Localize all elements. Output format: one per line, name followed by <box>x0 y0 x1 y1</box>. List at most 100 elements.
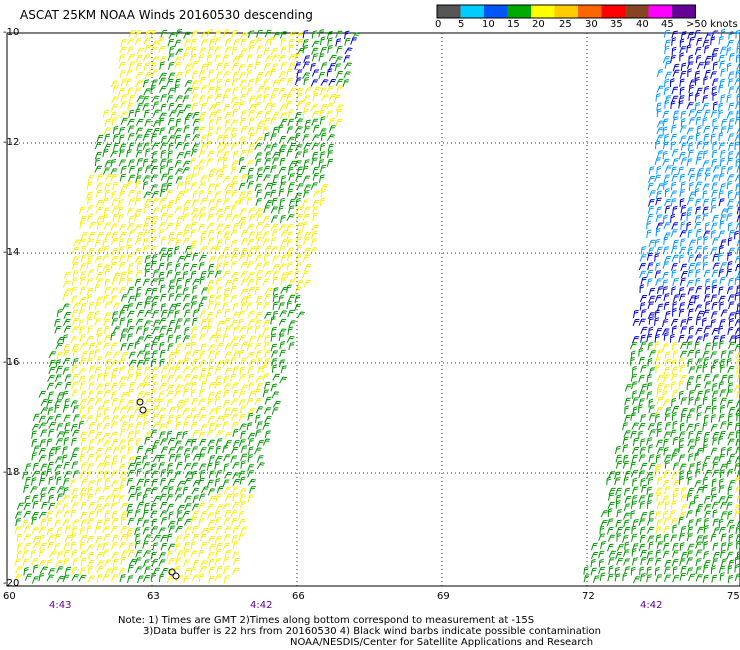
wind-barb <box>222 270 231 279</box>
wind-barb <box>663 180 669 190</box>
wind-barb <box>15 566 23 574</box>
wind-barb <box>270 68 277 77</box>
wind-barb <box>278 124 284 133</box>
wind-barb <box>656 120 665 128</box>
wind-barb <box>177 480 185 488</box>
wind-barb <box>671 373 678 381</box>
wind-barb <box>222 134 229 143</box>
wind-barb <box>735 534 740 542</box>
wind-barb <box>262 364 268 373</box>
wind-barb <box>649 510 655 520</box>
wind-barb <box>31 477 37 486</box>
wind-barb <box>679 38 685 48</box>
wind-barb <box>160 309 168 318</box>
wind-barb <box>207 229 215 238</box>
wind-barb <box>686 335 694 343</box>
wind-barb <box>190 182 198 191</box>
wind-barb <box>718 485 725 494</box>
wind-barb <box>319 197 326 206</box>
wind-barb <box>104 510 111 519</box>
wind-barb <box>128 558 137 566</box>
wind-barb <box>127 469 135 477</box>
wind-barb <box>720 501 728 509</box>
wind-barb <box>72 405 79 414</box>
wind-barb <box>215 334 222 343</box>
wind-barb <box>135 366 142 375</box>
wind-barb <box>182 510 191 518</box>
wind-barb <box>224 407 231 415</box>
wind-barb <box>720 446 726 456</box>
wind-barb <box>25 463 32 472</box>
wind-barb <box>248 382 255 391</box>
wind-barb <box>728 31 734 40</box>
wind-barb <box>120 511 128 520</box>
wind-barb <box>71 549 78 558</box>
wind-barb <box>294 126 303 133</box>
wind-barb <box>712 437 718 446</box>
wind-barb <box>40 493 46 502</box>
wind-barb <box>79 358 87 366</box>
wind-barb <box>624 495 632 504</box>
wind-barb <box>198 463 207 471</box>
wind-barb <box>206 54 213 63</box>
wind-barb <box>94 318 102 326</box>
wind-barb <box>254 263 263 271</box>
wind-barb <box>240 271 248 279</box>
wind-barb <box>208 69 215 78</box>
wind-barb <box>632 437 639 447</box>
wind-barb <box>46 399 53 408</box>
wind-barb <box>183 374 192 382</box>
wind-barb <box>710 110 718 118</box>
wind-barb <box>279 376 288 384</box>
wind-barb <box>166 78 174 87</box>
wind-barb <box>711 301 718 310</box>
wind-barb <box>663 517 671 525</box>
wind-barb <box>231 247 239 255</box>
wind-barb <box>121 78 128 87</box>
wind-barb <box>727 431 735 440</box>
wind-barb <box>688 408 696 416</box>
wind-barb <box>126 503 133 512</box>
wind-barb <box>31 438 38 447</box>
wind-barb <box>87 213 94 222</box>
wind-barb <box>199 469 206 479</box>
wind-barb <box>656 501 664 510</box>
wind-barb <box>240 357 247 366</box>
wind-barb <box>312 206 319 215</box>
wind-barb <box>710 565 716 575</box>
wind-barb <box>152 128 160 136</box>
wind-barb <box>88 439 95 448</box>
wind-barb <box>664 205 671 214</box>
wind-barb <box>694 452 700 461</box>
wind-barb <box>134 540 141 549</box>
wind-barb <box>688 254 694 263</box>
wind-barb <box>598 550 605 559</box>
wind-barb <box>239 476 246 485</box>
wind-barb <box>167 520 176 528</box>
wind-barb <box>159 247 167 255</box>
wind-barb <box>231 277 239 286</box>
wind-barb <box>247 432 256 440</box>
wind-barb <box>654 511 661 520</box>
wind-barb <box>664 501 670 510</box>
wind-barb <box>150 260 157 269</box>
wind-barb <box>41 501 48 510</box>
wind-barb <box>23 503 31 511</box>
wind-barb <box>71 574 80 582</box>
wind-barb <box>312 166 319 175</box>
wind-barb <box>96 215 104 223</box>
wind-barb <box>87 405 93 414</box>
wind-barb <box>616 544 624 552</box>
wind-barb <box>128 215 135 224</box>
wind-barb <box>183 448 191 456</box>
wind-barb <box>96 247 104 256</box>
wind-barb <box>160 374 167 383</box>
wind-barb <box>214 295 222 303</box>
wind-barb <box>182 486 189 495</box>
wind-barb <box>80 462 88 470</box>
wind-barb <box>71 566 78 576</box>
wind-barb <box>62 454 68 463</box>
wind-barb <box>663 366 670 375</box>
wind-barb <box>656 303 664 312</box>
wind-barb <box>623 503 631 512</box>
